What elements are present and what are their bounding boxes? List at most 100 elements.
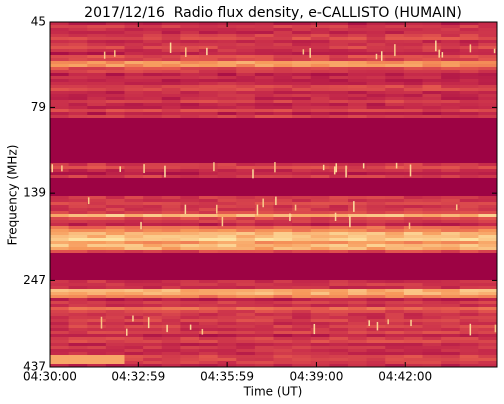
spectrogram-cell <box>366 355 386 358</box>
spectrogram-burst <box>294 204 297 211</box>
spectrogram-cell <box>68 361 88 364</box>
spectrogram-cell <box>199 247 219 250</box>
spectrogram-cell <box>310 76 330 79</box>
spectrogram-cell <box>441 283 461 286</box>
spectrogram-cell <box>348 301 368 304</box>
spectrogram-cell <box>310 34 330 37</box>
spectrogram-cell <box>459 211 479 214</box>
spectrogram-cell <box>348 61 368 64</box>
spectrogram-cell <box>403 163 423 166</box>
spectrogram-cell <box>273 70 293 73</box>
spectrogram-cell <box>124 67 144 70</box>
spectrogram-cell <box>199 232 219 235</box>
spectrogram-cell <box>422 211 442 214</box>
spectrogram-cell <box>180 223 200 226</box>
spectrogram-cell <box>385 112 405 115</box>
spectrogram-cell <box>403 196 423 199</box>
spectrogram-cell <box>292 241 312 244</box>
spectrogram-cell <box>385 169 405 172</box>
spectrogram-cell <box>329 202 349 205</box>
spectrogram-cell <box>292 205 312 208</box>
spectrogram-cell <box>441 100 461 103</box>
spectrogram-cell <box>385 298 405 301</box>
spectrogram-cell <box>143 364 163 367</box>
spectrogram-cell <box>254 310 274 313</box>
spectrogram-cell <box>478 238 498 241</box>
spectrogram-cell <box>459 67 479 70</box>
spectrogram-cell <box>68 70 88 73</box>
spectrogram-cell <box>366 49 386 52</box>
spectrogram-cell <box>459 247 479 250</box>
spectrogram-cell <box>441 247 461 250</box>
spectrogram-cell <box>422 37 442 40</box>
spectrogram-cell <box>68 82 88 85</box>
spectrogram-cell <box>441 58 461 61</box>
spectrogram-band <box>50 262 497 265</box>
spectrogram-cell <box>459 244 479 247</box>
spectrogram-cell <box>180 244 200 247</box>
spectrogram-cell <box>385 319 405 322</box>
spectrogram-cell <box>87 205 107 208</box>
spectrogram-cell <box>422 244 442 247</box>
spectrogram-cell <box>422 79 442 82</box>
spectrogram-cell <box>292 214 312 217</box>
spectrogram-cell <box>50 88 70 91</box>
spectrogram-cell <box>87 79 107 82</box>
spectrogram-cell <box>329 61 349 64</box>
spectrogram-cell <box>329 328 349 331</box>
spectrogram-cell <box>161 25 181 28</box>
spectrogram-cell <box>199 58 219 61</box>
spectrogram-cell <box>50 217 70 220</box>
spectrogram-cell <box>273 286 293 289</box>
spectrogram-cell <box>273 313 293 316</box>
spectrogram-cell <box>422 82 442 85</box>
spectrogram-cell <box>348 109 368 112</box>
spectrogram-cell <box>124 349 144 352</box>
spectrogram-cell <box>236 292 256 295</box>
spectrogram-cell <box>254 25 274 28</box>
spectrogram-cell <box>273 316 293 319</box>
spectrogram-cell <box>273 49 293 52</box>
spectrogram-cell <box>385 61 405 64</box>
spectrogram-cell <box>87 220 107 223</box>
spectrogram-band <box>50 145 497 148</box>
spectrogram-cell <box>403 28 423 31</box>
spectrogram-cell <box>124 97 144 100</box>
spectrogram-cell <box>105 313 125 316</box>
spectrogram-cell <box>292 85 312 88</box>
spectrogram-cell <box>459 346 479 349</box>
spectrogram-cell <box>124 238 144 241</box>
spectrogram-cell <box>254 340 274 343</box>
spectrogram-cell <box>329 334 349 337</box>
spectrogram-cell <box>236 343 256 346</box>
spectrogram-cell <box>199 316 219 319</box>
spectrogram-cell <box>459 364 479 367</box>
spectrogram-cell <box>236 217 256 220</box>
spectrogram-cell <box>366 235 386 238</box>
spectrogram-cell <box>366 334 386 337</box>
spectrogram-cell <box>217 322 237 325</box>
spectrogram-cell <box>292 220 312 223</box>
spectrogram-cell <box>254 295 274 298</box>
spectrogram-cell <box>273 196 293 199</box>
spectrogram-cell <box>478 79 498 82</box>
spectrogram-cell <box>161 307 181 310</box>
spectrogram-cell <box>366 103 386 106</box>
spectrogram-cell <box>124 109 144 112</box>
spectrogram-cell <box>422 289 442 292</box>
spectrogram-cell <box>50 205 70 208</box>
spectrogram-cell <box>385 292 405 295</box>
spectrogram-cell <box>478 202 498 205</box>
spectrogram-cell <box>124 298 144 301</box>
spectrogram-cell <box>273 295 293 298</box>
spectrogram-cell <box>385 223 405 226</box>
spectrogram-cell <box>124 91 144 94</box>
spectrogram-cell <box>180 22 200 25</box>
spectrogram-cell <box>254 226 274 229</box>
spectrogram-cell <box>273 202 293 205</box>
spectrogram-cell <box>87 331 107 334</box>
spectrogram-cell <box>385 304 405 307</box>
spectrogram-cell <box>217 295 237 298</box>
spectrogram-cell <box>366 172 386 175</box>
spectrogram-cell <box>236 355 256 358</box>
